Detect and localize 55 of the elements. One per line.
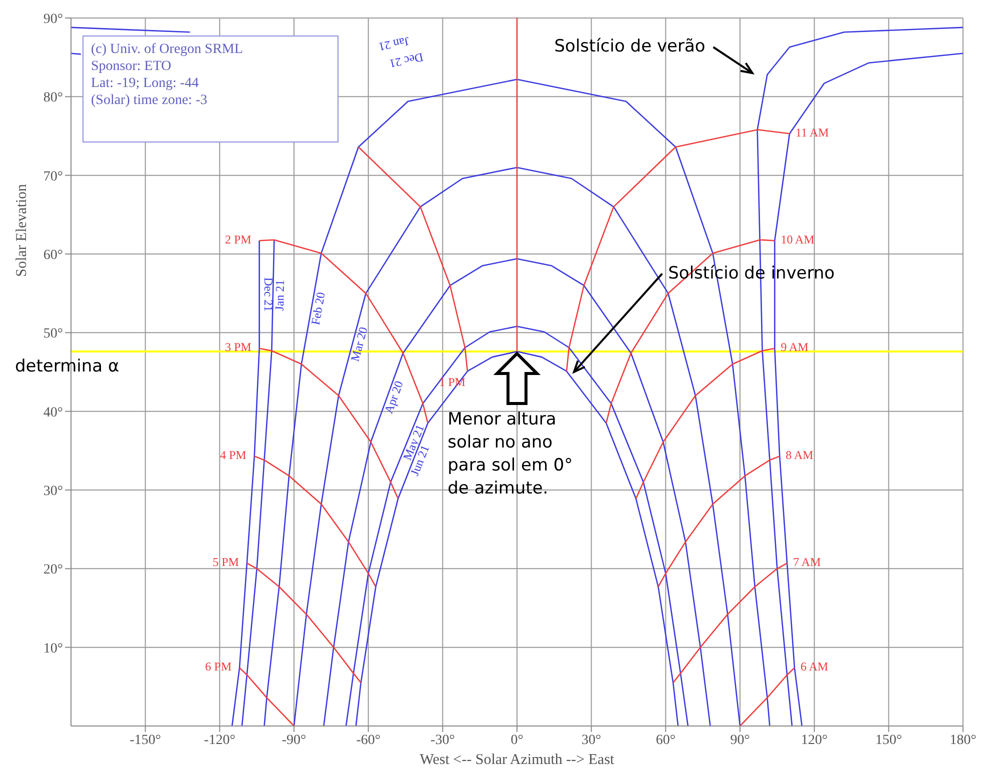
line-series [246,562,362,684]
x-tick-label: -120° [204,732,236,748]
series-label: 6 AM [800,660,829,674]
series-label: 8 AM [786,448,814,462]
text: Feb 20 [308,290,328,326]
series-label: 4 PM [220,448,247,462]
series-label: 10 AM [780,232,815,246]
x-tick-label: 120° [801,732,828,748]
annotation: Menor altura solar no ano para sol em 0° de azimute. [448,410,573,499]
series-label: 3 PM [224,340,252,354]
text: Mar 20 [348,325,370,363]
y-tick-label: 10° [43,641,63,656]
x-tick-label: 0° [510,732,524,748]
y-tick-label: 20° [43,562,63,578]
ref-line-label: determina α [15,356,120,377]
line-series [635,348,776,500]
x-tick-label: 60° [656,732,676,748]
x-tick-label: 90° [730,732,750,748]
series-label: 6 PM [205,660,232,674]
annotation: Sponsor: ETO [91,59,172,74]
y-tick-label: 50° [43,326,63,342]
x-tick-label: -60° [356,732,380,748]
x-tick-label: -30° [430,732,455,748]
line-series [293,166,741,726]
series-label: 2 PM [224,232,252,246]
x-tick-label: -90° [282,732,306,748]
line-series [258,239,428,424]
series-label: 7 AM [793,554,822,569]
x-tick-label: 180° [950,732,976,748]
line-series [516,18,518,352]
x-tick-label: 150° [875,732,902,748]
annotation: Lat: -19; Long: -44 [91,76,199,91]
x-tick-label: 30° [582,732,602,748]
line-series [658,456,780,588]
series-label: 5 PM [212,554,240,569]
y-tick-label: 90° [43,12,63,27]
line-series [238,667,295,726]
x-tick-label: -150° [130,732,161,748]
annotation: Solstício de verão [554,36,706,57]
y-tick-label: 80° [43,90,63,106]
y-tick-label: 40° [43,405,63,420]
series-label: 11 AM [796,125,830,140]
line-series [672,562,788,684]
y-tick-label: 60° [43,248,63,263]
line-series [264,78,770,726]
line-series [739,667,796,726]
text: Apr 20 [381,378,406,416]
annotation: (Solar) time zone: -3 [91,93,208,108]
y-tick-label: 70° [43,169,63,184]
y-axis-title: Solar Elevation [14,183,30,277]
x-axis-title: West <-- Solar Azimuth --> East [420,752,616,768]
annotation: (c) Univ. of Oregon SRML [91,42,243,57]
series-label: 9 AM [780,340,809,354]
line-series [254,456,376,588]
y-tick-label: 30° [43,484,63,499]
